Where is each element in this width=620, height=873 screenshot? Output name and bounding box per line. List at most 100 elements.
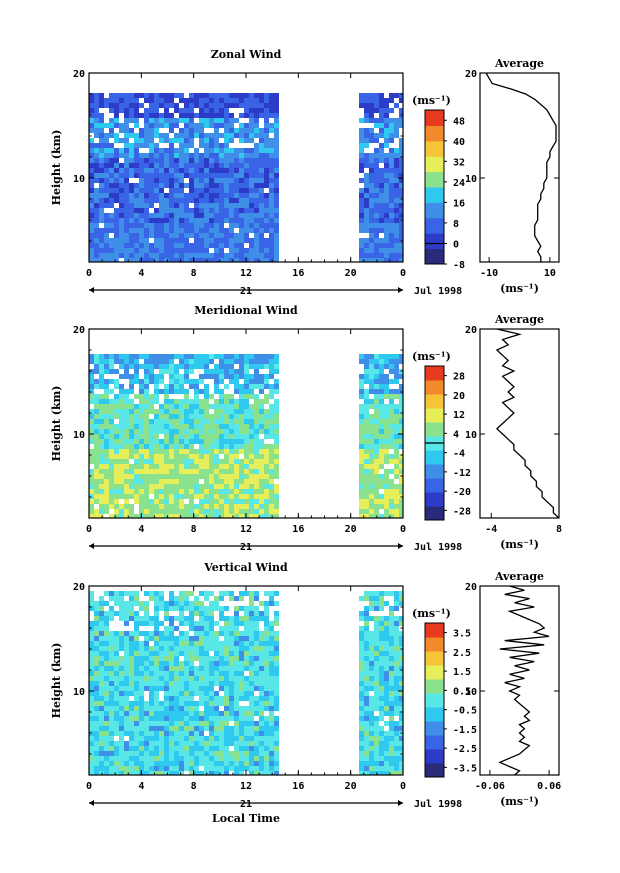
field-cell [169,213,174,218]
field-cell [199,108,204,113]
field-cell [164,233,169,238]
field-cell [369,449,374,454]
field-cell [179,399,184,404]
field-cell [369,389,374,394]
field-cell [174,509,179,514]
field-cell [204,489,209,494]
field-cell [184,601,189,606]
field-cell [224,479,229,484]
field-cell [159,736,164,741]
field-cell [274,98,279,103]
field-cell [219,771,224,775]
field-cell [259,248,264,253]
field-cell [209,494,214,499]
field-cell [134,444,139,449]
field-cell [214,771,219,775]
field-cell [189,143,194,148]
field-cell [224,444,229,449]
field-cell [234,354,239,359]
field-cell [374,93,379,98]
field-cell [179,173,184,178]
field-cell [379,736,384,741]
field-cell [264,98,269,103]
field-cell [159,178,164,183]
field-cell [204,158,209,163]
field-cell [169,143,174,148]
field-cell [364,474,369,479]
field-cell [394,123,399,128]
field-cell [139,233,144,238]
field-cell [364,449,369,454]
field-cell [139,484,144,489]
field-cell [199,444,204,449]
field-cell [149,258,154,262]
field-cell [109,188,114,193]
field-cell [269,128,274,133]
field-cell [234,686,239,691]
field-cell [359,686,364,691]
field-cell [104,409,109,414]
field-cell [124,611,129,616]
field-cell [199,93,204,98]
field-cell [274,504,279,509]
field-cell [189,173,194,178]
field-cell [199,118,204,123]
field-cell [204,138,209,143]
field-cell [214,656,219,661]
field-cell [154,163,159,168]
field-cell [229,631,234,636]
field-cell [114,751,119,756]
field-cell [264,606,269,611]
field-cell [254,123,259,128]
field-cell [189,509,194,514]
field-cell [264,374,269,379]
field-cell [374,153,379,158]
field-cell [394,666,399,671]
field-cell [364,389,369,394]
field-cell [234,253,239,258]
field-cell [134,133,139,138]
field-cell [124,601,129,606]
field-cell [359,379,364,384]
field-cell [169,188,174,193]
field-cell [129,479,134,484]
field-cell [199,661,204,666]
field-cell [209,108,214,113]
field-cell [399,143,403,148]
field-cell [204,399,209,404]
field-cell [199,489,204,494]
field-cell [379,354,384,359]
field-cell [369,636,374,641]
field-cell [369,479,374,484]
field-cell [219,444,224,449]
field-cell [209,148,214,153]
field-cell [184,369,189,374]
field-cell [264,479,269,484]
field-cell [399,228,403,233]
x-tick-label: 16 [292,524,304,535]
field-cell [254,766,259,771]
field-cell [119,606,124,611]
field-cell [254,514,259,518]
field-cell [179,419,184,424]
field-cell [139,223,144,228]
field-cell [89,641,94,646]
field-cell [104,711,109,716]
colorbar-swatch [425,637,444,652]
field-cell [104,238,109,243]
field-cell [134,711,139,716]
field-cell [139,459,144,464]
field-cell [264,636,269,641]
x-tick-label: 0 [400,268,406,279]
field-cell [159,509,164,514]
field-cell [364,676,369,681]
field-cell [179,168,184,173]
field-cell [239,631,244,636]
field-cell [149,661,154,666]
field-cell [214,384,219,389]
field-cell [124,716,129,721]
field-cell [359,153,364,158]
field-cell [394,766,399,771]
field-cell [374,616,379,621]
field-cell [104,424,109,429]
